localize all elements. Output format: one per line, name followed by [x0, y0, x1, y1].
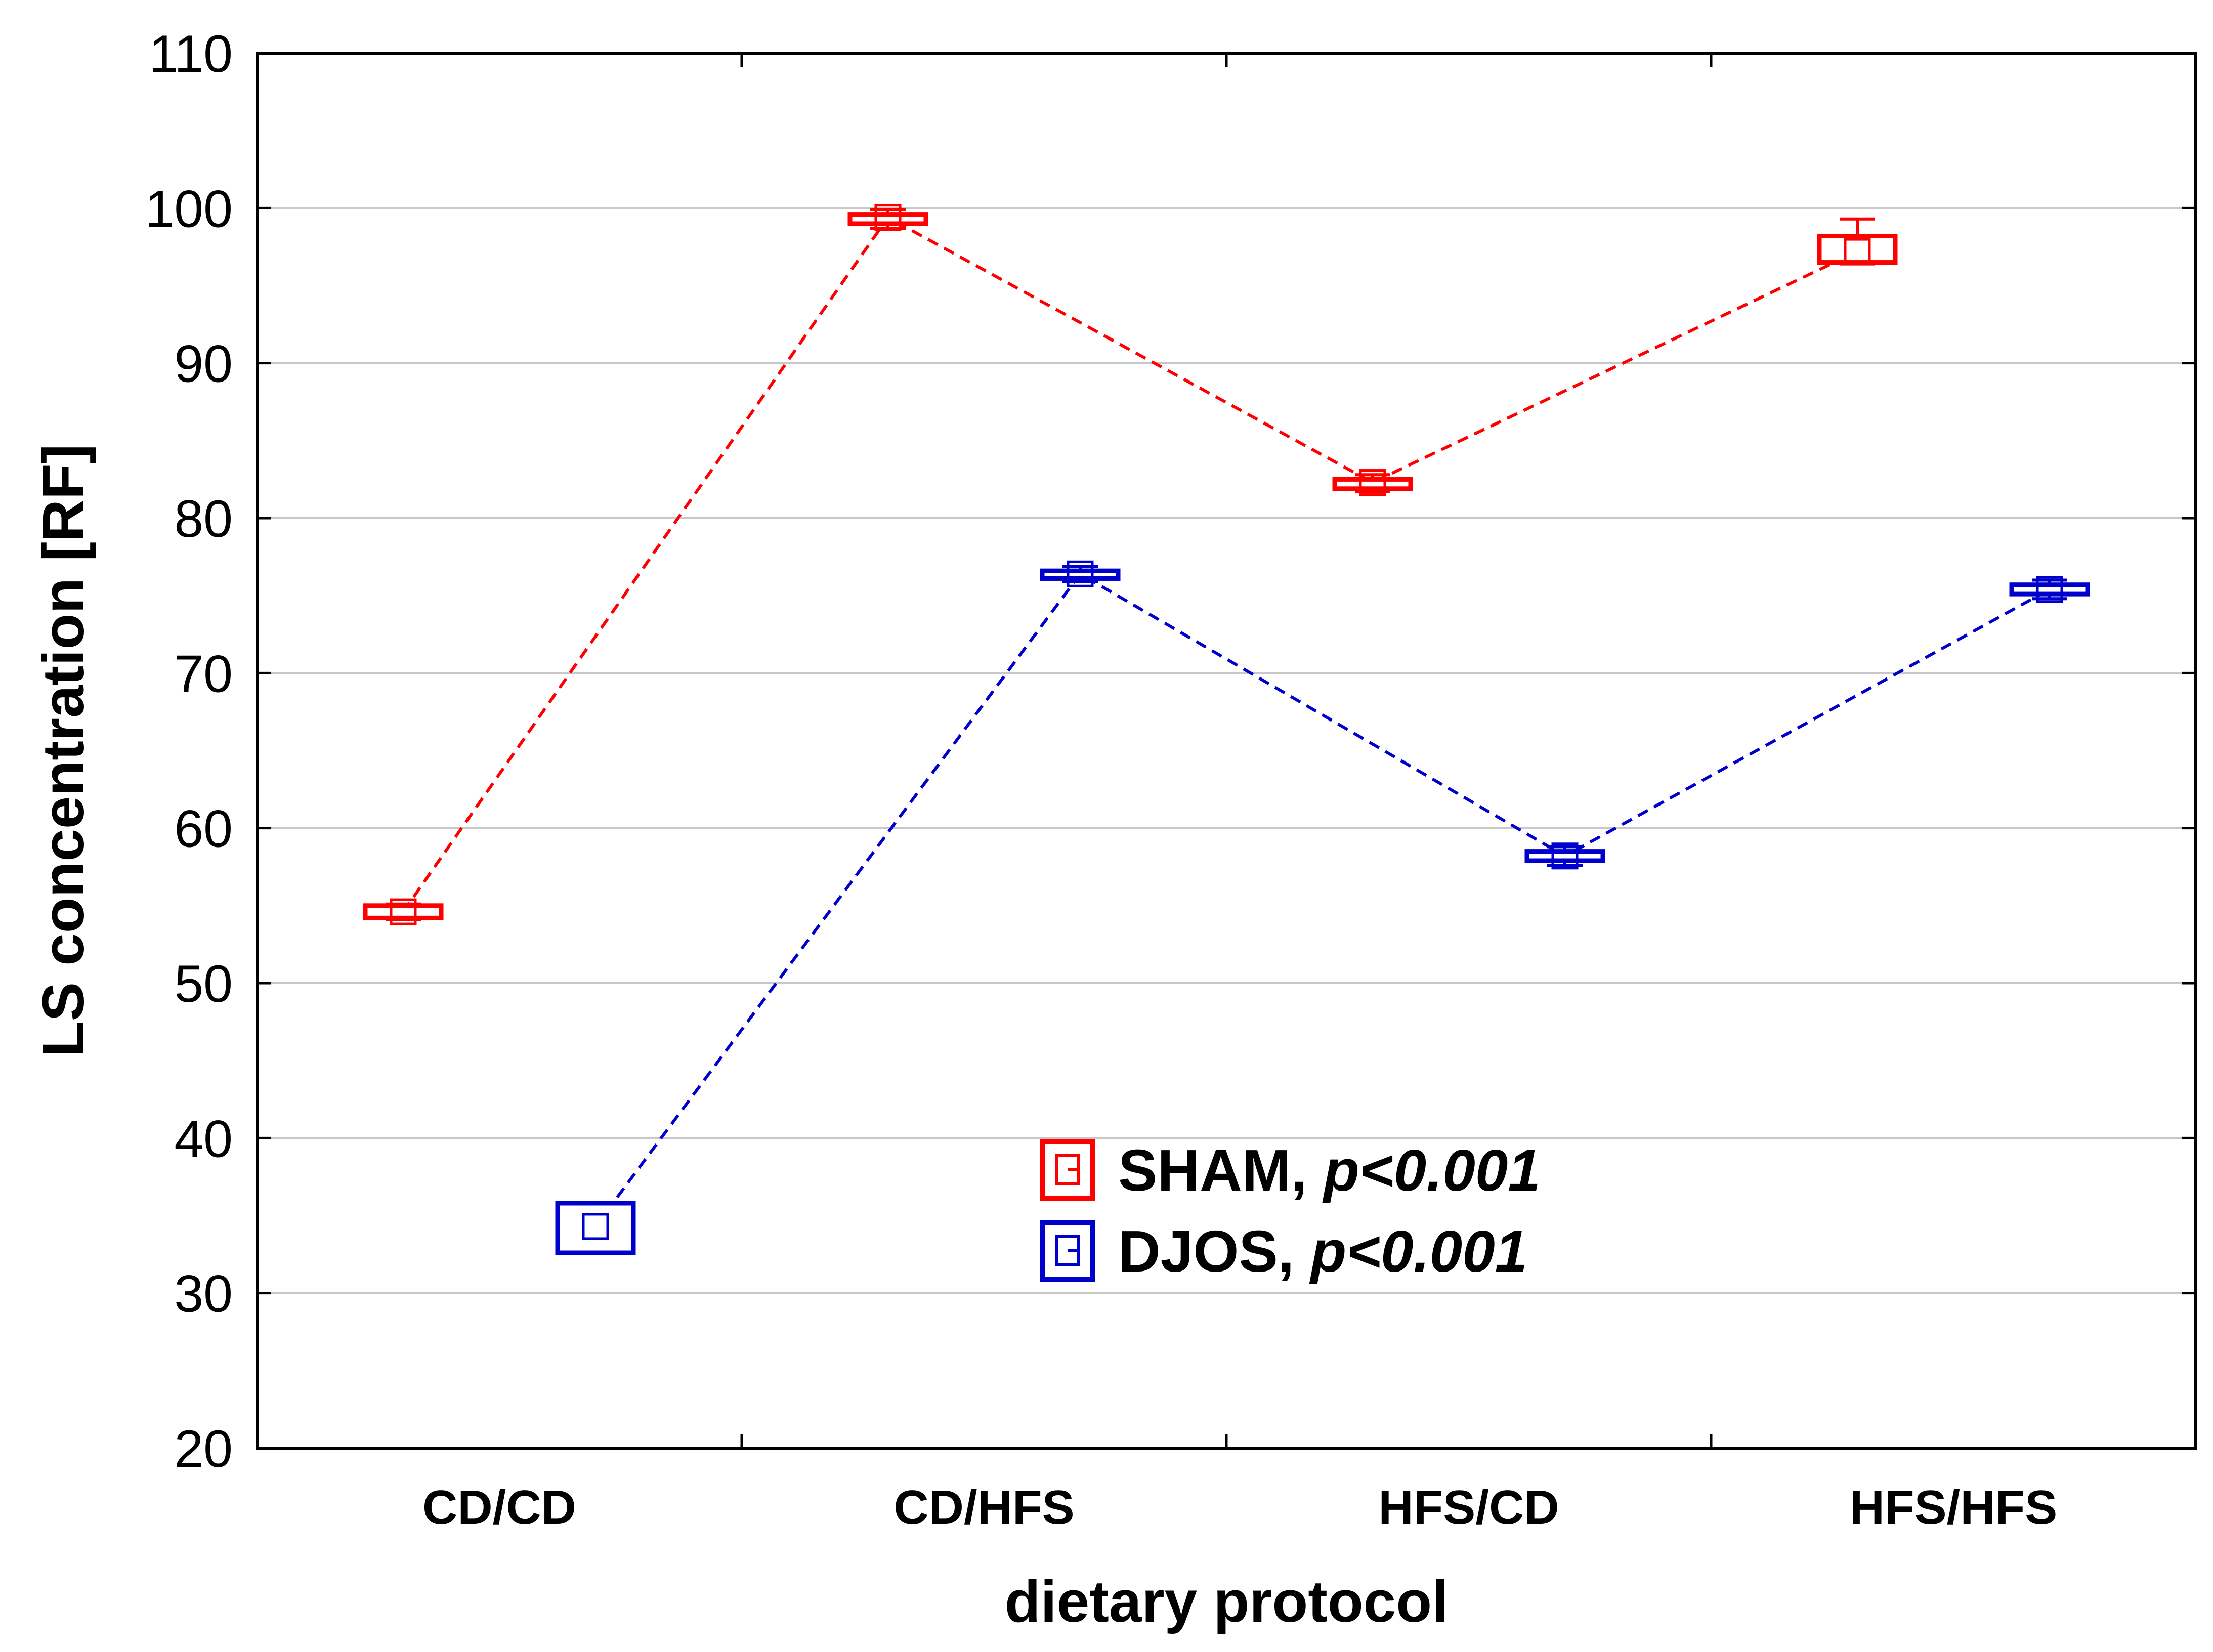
data-point: [555, 1201, 636, 1255]
data-point: [1817, 217, 1898, 266]
data-point: [847, 204, 928, 231]
x-tick-label: CD/CD: [422, 1480, 576, 1535]
grid-lines: [257, 207, 2196, 1294]
y-tick-label: 90: [174, 335, 233, 394]
legend-series-name: SHAM,: [1118, 1137, 1324, 1203]
mean-marker: [2036, 576, 2063, 603]
box: [2009, 582, 2090, 597]
y-tick-label: 40: [174, 1110, 233, 1168]
legend-label: SHAM, p<0.001: [1118, 1137, 1541, 1203]
y-tick-label: 20: [174, 1420, 233, 1478]
mean-marker: [582, 1213, 609, 1240]
y-tick-label: 70: [174, 645, 233, 703]
mean-marker: [874, 204, 902, 231]
box: [1817, 233, 1898, 265]
legend-entry-sham: SHAM, p<0.001: [1040, 1137, 1541, 1203]
mean-marker: [390, 898, 417, 925]
data-point: [1332, 469, 1413, 496]
data-point: [1040, 560, 1121, 587]
series-sham: [363, 204, 1898, 925]
mean-marker: [1844, 238, 1871, 265]
box: [1524, 849, 1605, 863]
series-line: [594, 572, 2051, 1227]
data-point: [363, 898, 444, 925]
y-axis-title: LS concentration [RF]: [30, 444, 96, 1057]
series-djos: [555, 560, 2090, 1255]
legend-box-icon: [1040, 1220, 1095, 1282]
y-tick-label: 60: [174, 800, 233, 859]
x-axis-title: dietary protocol: [1005, 1569, 1449, 1634]
y-tick-label: 110: [149, 25, 233, 83]
box: [1040, 568, 1121, 581]
legend-entry-djos: DJOS, p<0.001: [1040, 1218, 1527, 1284]
box: [555, 1201, 636, 1255]
x-tick-label: HFS/CD: [1378, 1480, 1559, 1535]
mean-marker: [1551, 842, 1579, 870]
data-point: [2009, 576, 2090, 603]
legend-label: DJOS, p<0.001: [1118, 1218, 1527, 1284]
legend-series-name: DJOS,: [1118, 1218, 1310, 1284]
y-tick-label: 50: [174, 955, 233, 1013]
data-point: [1524, 842, 1605, 870]
box: [847, 212, 928, 226]
series-line: [402, 215, 1858, 913]
mean-marker: [1359, 469, 1386, 496]
mean-marker: [1067, 560, 1094, 587]
box: [363, 903, 444, 920]
y-tick-label: 80: [174, 490, 233, 548]
tick-layer: 20 30 40 50 60 70 80 90 100 110 CD/CD CD/HFS HFS/CD H…: [145, 25, 2196, 1535]
legend-p-value: p<0.001: [1322, 1137, 1541, 1203]
legend-box-icon: [1040, 1139, 1095, 1201]
x-tick-label: HFS/HFS: [1850, 1480, 2058, 1535]
y-tick-label: 100: [145, 180, 233, 238]
box: [1332, 477, 1413, 491]
series-layer: [363, 204, 2090, 1255]
legend-p-value: p<0.001: [1309, 1218, 1527, 1284]
y-tick-label: 30: [174, 1265, 233, 1324]
x-tick-label: CD/HFS: [893, 1480, 1074, 1535]
